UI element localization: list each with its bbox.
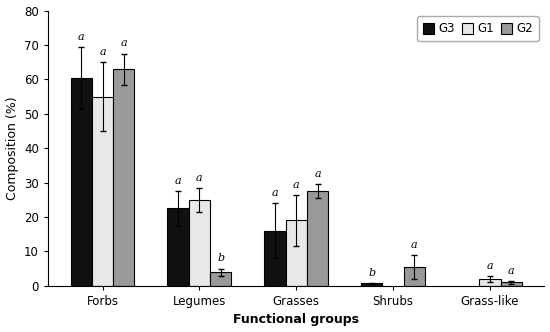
Text: b: b bbox=[368, 268, 375, 278]
Bar bbox=[285, 220, 307, 286]
Text: a: a bbox=[99, 47, 106, 57]
Bar bbox=[113, 69, 135, 286]
Bar bbox=[479, 279, 501, 286]
Text: b: b bbox=[217, 254, 224, 264]
Bar bbox=[189, 200, 210, 286]
Bar bbox=[264, 231, 285, 286]
Bar bbox=[361, 284, 382, 286]
Y-axis label: Composition (%): Composition (%) bbox=[6, 96, 19, 200]
Bar bbox=[210, 272, 232, 286]
Text: a: a bbox=[78, 32, 85, 42]
Text: a: a bbox=[508, 266, 515, 276]
Bar bbox=[404, 267, 425, 286]
Text: a: a bbox=[411, 240, 417, 250]
Bar bbox=[307, 191, 328, 286]
Text: a: a bbox=[120, 39, 127, 48]
Text: a: a bbox=[293, 180, 300, 190]
Bar bbox=[70, 78, 92, 286]
Text: a: a bbox=[175, 176, 182, 186]
Bar bbox=[500, 283, 522, 286]
Bar bbox=[92, 97, 113, 286]
X-axis label: Functional groups: Functional groups bbox=[233, 313, 359, 326]
Text: a: a bbox=[272, 188, 278, 198]
Text: a: a bbox=[487, 261, 493, 271]
Text: a: a bbox=[314, 169, 321, 179]
Legend: G3, G1, G2: G3, G1, G2 bbox=[417, 17, 538, 41]
Text: a: a bbox=[196, 173, 203, 183]
Bar bbox=[167, 208, 189, 286]
